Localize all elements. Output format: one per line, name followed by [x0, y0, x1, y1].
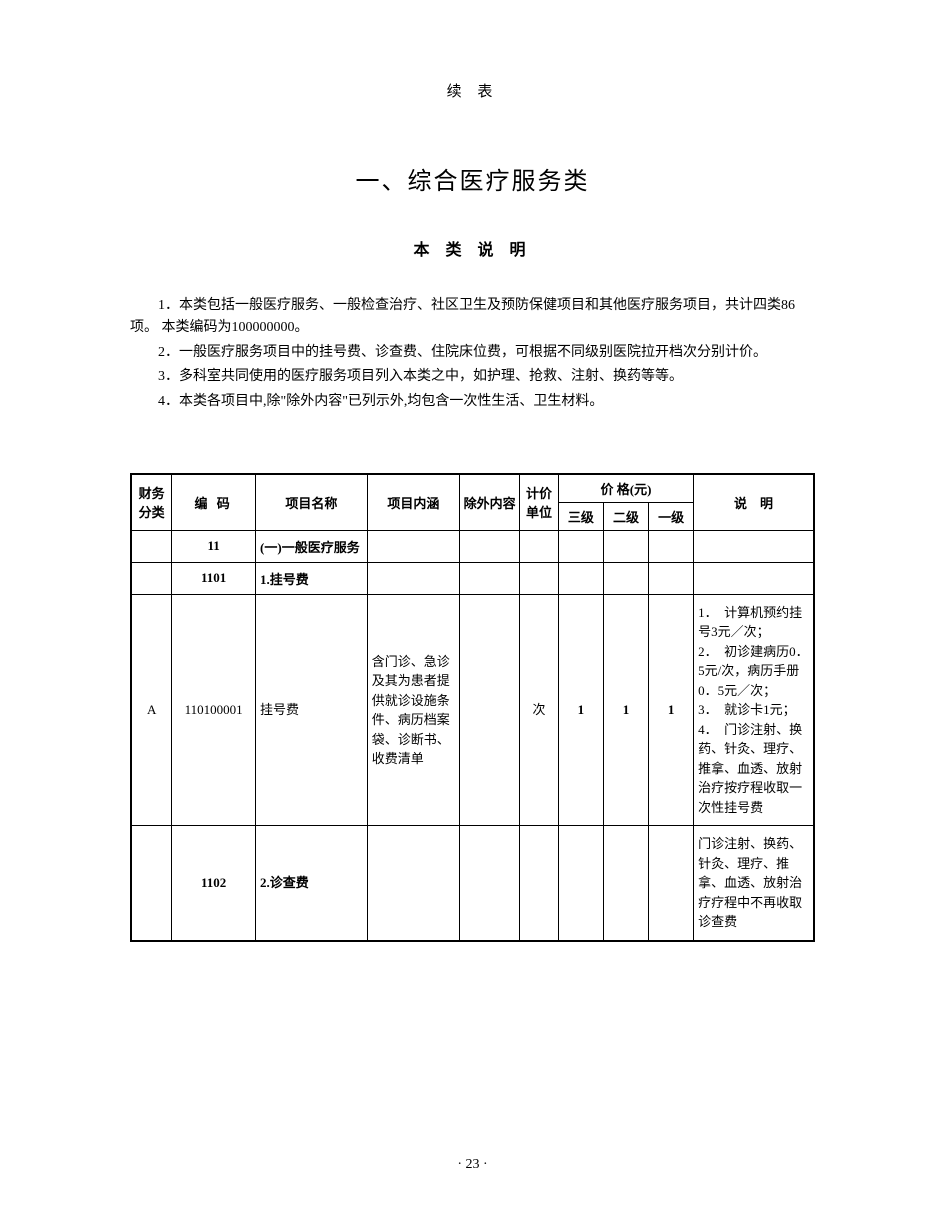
header-project-content: 项目内涵	[367, 474, 459, 531]
cell-price1: 1	[649, 594, 694, 826]
cell-price1	[649, 826, 694, 941]
header-price-level2: 二级	[603, 502, 648, 530]
cell-note: 门诊注射、换药、针灸、理疗、推拿、血透、放射治疗疗程中不再收取诊查费	[694, 826, 814, 941]
cell-name: (一)一般医疗服务	[256, 530, 368, 562]
cell-exclude	[460, 594, 520, 826]
pricing-table: 财务分类 编 码 项目名称 项目内涵 除外内容 计价单位 价 格(元) 说 明 …	[130, 473, 815, 942]
cell-content	[367, 826, 459, 941]
cell-price1	[649, 530, 694, 562]
cell-name: 挂号费	[256, 594, 368, 826]
cell-price1	[649, 562, 694, 594]
cell-unit	[520, 562, 559, 594]
cell-code: 110100001	[172, 594, 256, 826]
desc-para-1: 1．本类包括一般医疗服务、一般检查治疗、社区卫生及预防保健项目和其他医疗服务项目…	[130, 295, 815, 340]
cell-price2	[603, 530, 648, 562]
cell-exclude	[460, 562, 520, 594]
cell-unit	[520, 530, 559, 562]
cell-note	[694, 530, 814, 562]
cell-content	[367, 562, 459, 594]
header-unit: 计价单位	[520, 474, 559, 531]
cell-code: 1101	[172, 562, 256, 594]
page-number: · 23 ·	[0, 1157, 945, 1173]
header-project-name: 项目名称	[256, 474, 368, 531]
header-price-group: 价 格(元)	[558, 474, 693, 503]
header-finance-category: 财务分类	[131, 474, 172, 531]
table-header: 财务分类 编 码 项目名称 项目内涵 除外内容 计价单位 价 格(元) 说 明 …	[131, 474, 814, 531]
cell-finance: A	[131, 594, 172, 826]
main-heading: 一、综合医疗服务类	[130, 161, 815, 196]
cell-content: 含门诊、急诊及其为患者提供就诊设施条件、病历档案袋、诊断书、收费清单	[367, 594, 459, 826]
cell-price3	[558, 826, 603, 941]
header-row-1: 财务分类 编 码 项目名称 项目内涵 除外内容 计价单位 价 格(元) 说 明	[131, 474, 814, 503]
cell-price2	[603, 826, 648, 941]
header-note: 说 明	[694, 474, 814, 531]
cell-price3	[558, 562, 603, 594]
section-subtitle: 本 类 说 明	[130, 236, 815, 260]
cell-unit	[520, 826, 559, 941]
page-container: 续 表 一、综合医疗服务类 本 类 说 明 1．本类包括一般医疗服务、一般检查治…	[0, 0, 945, 982]
cell-name: 2.诊查费	[256, 826, 368, 941]
cell-code: 1102	[172, 826, 256, 941]
header-price-level1: 一级	[649, 502, 694, 530]
table-row: 11 (一)一般医疗服务	[131, 530, 814, 562]
header-price-level3: 三级	[558, 502, 603, 530]
header-code: 编 码	[172, 474, 256, 531]
cell-price3: 1	[558, 594, 603, 826]
cell-content	[367, 530, 459, 562]
description-block: 1．本类包括一般医疗服务、一般检查治疗、社区卫生及预防保健项目和其他医疗服务项目…	[130, 295, 815, 413]
table-body: 11 (一)一般医疗服务 1101 1.挂号费	[131, 530, 814, 941]
cell-exclude	[460, 530, 520, 562]
cell-finance	[131, 826, 172, 941]
cell-unit: 次	[520, 594, 559, 826]
cell-code: 11	[172, 530, 256, 562]
desc-para-4: 4．本类各项目中,除"除外内容"已列示外,均包含一次性生活、卫生材料。	[130, 391, 815, 413]
table-row: 1101 1.挂号费	[131, 562, 814, 594]
cell-price2: 1	[603, 594, 648, 826]
cell-price3	[558, 530, 603, 562]
continued-label: 续 表	[130, 80, 815, 101]
cell-price2	[603, 562, 648, 594]
cell-note: 1． 计算机预约挂号3元／次； 2． 初诊建病历0．5元/次，病历手册0．5元／…	[694, 594, 814, 826]
table-row: A 110100001 挂号费 含门诊、急诊及其为患者提供就诊设施条件、病历档案…	[131, 594, 814, 826]
cell-name: 1.挂号费	[256, 562, 368, 594]
cell-exclude	[460, 826, 520, 941]
desc-para-2: 2．一般医疗服务项目中的挂号费、诊查费、住院床位费，可根据不同级别医院拉开档次分…	[130, 342, 815, 364]
cell-finance	[131, 530, 172, 562]
desc-para-3: 3．多科室共同使用的医疗服务项目列入本类之中，如护理、抢救、注射、换药等等。	[130, 366, 815, 388]
cell-note	[694, 562, 814, 594]
table-row: 1102 2.诊查费 门诊注射、换药、针灸、理疗、推拿、血透、放射治疗疗程中不再…	[131, 826, 814, 941]
cell-finance	[131, 562, 172, 594]
header-exclude-content: 除外内容	[460, 474, 520, 531]
